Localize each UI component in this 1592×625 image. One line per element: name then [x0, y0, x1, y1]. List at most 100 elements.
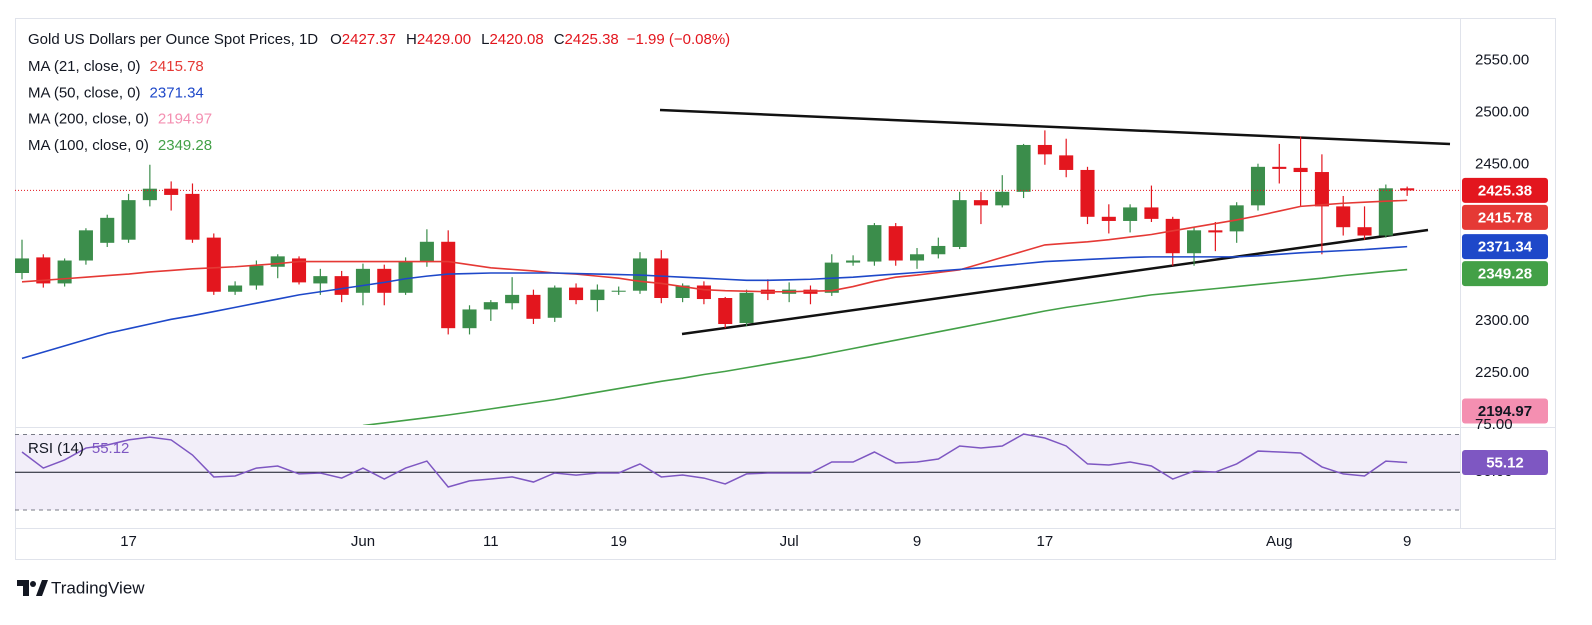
x-tick-label: 17 — [120, 533, 137, 550]
trendline-upper — [659, 108, 1451, 146]
candle-body — [867, 225, 882, 262]
candle-body — [441, 241, 456, 329]
candle-body — [121, 200, 136, 240]
x-tick-label: Jun — [351, 533, 375, 550]
overlay: 2250.00 2300.00 2450.00 2500.00 2550.00 17 Jun… — [28, 52, 1548, 550]
candle-body — [888, 226, 903, 261]
candle-body — [1101, 216, 1116, 221]
moving-average-line — [21, 199, 1408, 293]
candle-body — [654, 258, 669, 298]
quote-key: H — [406, 31, 417, 48]
candle-body — [1336, 206, 1351, 228]
candle-body — [1059, 155, 1074, 170]
candle-body — [355, 268, 370, 293]
legend-name: MA (100, close, 0) — [28, 137, 149, 154]
rsi-tag — [1462, 450, 1548, 476]
candle-body — [419, 241, 434, 262]
price-tag — [1462, 398, 1548, 424]
legend-value: 2194.97 — [158, 111, 212, 128]
legend-entry: MA (50, close, 0) 2371.34 — [28, 84, 204, 101]
candle-body — [206, 237, 221, 292]
legend-entry: MA (100, close, 0) 2349.28 — [28, 137, 212, 154]
candle-body — [1187, 230, 1202, 254]
candle-body — [1037, 144, 1052, 155]
x-tick-label: 17 — [1037, 533, 1054, 550]
candle-body — [228, 285, 243, 292]
quote-value: 2429.00 — [417, 31, 471, 48]
candle-body — [973, 200, 988, 206]
candle-body — [313, 276, 328, 284]
candle-body — [1165, 218, 1180, 254]
x-tick-label: Jul — [780, 533, 799, 550]
tradingview-logo — [17, 580, 48, 596]
quote-value: 2425.38 — [565, 31, 619, 48]
trendline-lower — [681, 228, 1429, 336]
candle-body — [164, 188, 179, 195]
quote-key: O — [330, 31, 342, 48]
candle-body — [526, 294, 541, 319]
price-tag — [1462, 204, 1548, 230]
candle-body — [696, 285, 711, 300]
candle-body — [931, 245, 946, 255]
y-tick-label: 2450.00 — [1475, 156, 1529, 173]
candle-body — [483, 302, 498, 310]
candle-body — [1144, 207, 1159, 219]
candle-body — [1400, 188, 1415, 191]
rsi-name: RSI (14) — [28, 440, 84, 457]
x-tick-label: Aug — [1266, 533, 1293, 550]
candle-body — [57, 260, 72, 284]
quote-key: L — [481, 31, 489, 48]
rsi-value: 55.12 — [92, 440, 130, 457]
candle-body — [1123, 207, 1138, 221]
rsi-legend: RSI (14) 55.12 — [28, 440, 129, 457]
candle-body — [1378, 188, 1393, 236]
price-tag-label: 2415.78 — [1478, 209, 1532, 226]
candle-body — [142, 188, 157, 201]
legend-entry: MA (21, close, 0) 2415.78 — [28, 58, 204, 75]
candle-body — [718, 297, 733, 325]
footer-brand: TradingView — [51, 578, 145, 597]
legend-name: MA (200, close, 0) — [28, 111, 149, 128]
x-tick-label: 9 — [913, 533, 921, 550]
candle-body — [547, 287, 562, 318]
quote-key: C — [554, 31, 565, 48]
candle-body — [1357, 227, 1372, 236]
title: Gold US Dollars per Ounce Spot Prices, 1… — [28, 31, 318, 48]
price-tag-label: 2194.97 — [1478, 403, 1532, 420]
candle-body — [291, 258, 307, 283]
y-tick-label: 2250.00 — [1475, 364, 1529, 381]
candle-body — [1272, 166, 1287, 169]
header: Gold US Dollars per Ounce Spot Prices, 1… — [28, 31, 730, 48]
candle-body — [1208, 230, 1223, 233]
candle-body — [36, 257, 51, 284]
candle-body — [952, 200, 967, 247]
candle-body — [909, 254, 925, 261]
candle-body — [675, 285, 690, 298]
quote-value: 2420.08 — [489, 31, 543, 48]
price-tag — [1462, 261, 1548, 287]
price-pane — [15, 108, 1460, 425]
candle-body — [377, 268, 392, 293]
candle-body — [15, 258, 30, 274]
rsi-tick-label: 75.00 — [1475, 416, 1513, 433]
candle-body — [1293, 167, 1308, 173]
x-tick-label: 9 — [1403, 533, 1411, 550]
y-tick-label: 2300.00 — [1475, 312, 1529, 329]
candle-body — [270, 256, 285, 267]
x-tick-label: 19 — [610, 533, 627, 550]
x-tick-label: 11 — [483, 533, 499, 550]
y-tick-label: 2550.00 — [1475, 52, 1529, 69]
legend-name: MA (21, close, 0) — [28, 58, 141, 75]
y-tick-label: 2500.00 — [1475, 104, 1529, 121]
candle-body — [1250, 166, 1266, 206]
candle-body — [334, 276, 349, 295]
candle-body — [611, 290, 626, 292]
legend-value: 2371.34 — [150, 84, 204, 101]
rsi-line — [21, 433, 1408, 488]
candle-body — [1314, 172, 1329, 207]
legend-entry: MA (200, close, 0) 2194.97 — [28, 111, 212, 128]
candle-body — [569, 287, 584, 301]
candle-body — [249, 265, 264, 286]
quote-value: 2427.37 — [342, 31, 396, 48]
